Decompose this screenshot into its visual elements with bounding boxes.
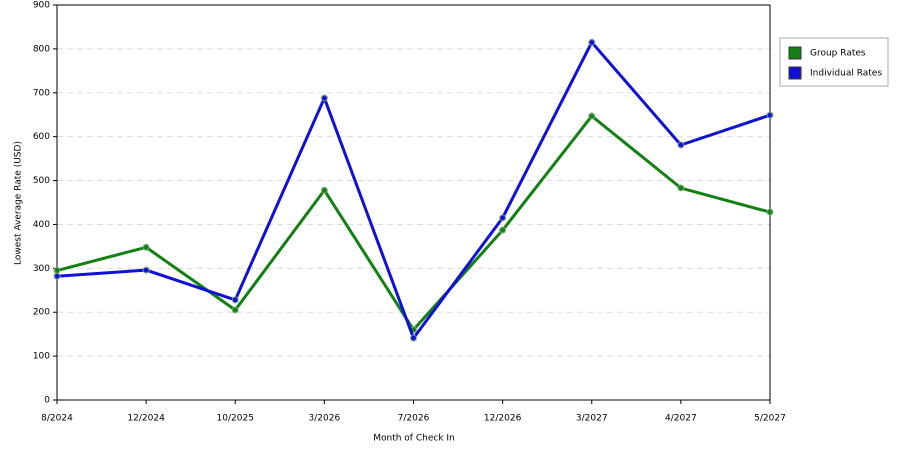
series-line (56, 114, 771, 332)
legend-swatch (788, 46, 802, 60)
x-tick-label: 10/2025 (217, 414, 254, 424)
data-point (499, 214, 507, 222)
legend-label: Individual Rates (810, 69, 882, 79)
x-tick-label: 12/2024 (127, 414, 165, 424)
y-tick-label: 800 (33, 44, 50, 54)
y-tick-label: 300 (33, 264, 50, 274)
data-point (320, 94, 328, 102)
data-point (231, 296, 239, 304)
x-tick-label: 5/2027 (754, 414, 786, 424)
data-point (588, 112, 596, 120)
data-point (231, 306, 239, 314)
data-point (499, 226, 507, 234)
data-point (142, 266, 150, 274)
y-tick-label: 100 (33, 352, 50, 362)
y-tick-label: 400 (33, 220, 50, 230)
x-tick-label: 8/2024 (41, 414, 73, 424)
y-tick-label: 600 (33, 132, 50, 142)
y-tick-label: 500 (33, 176, 50, 186)
data-point (142, 243, 150, 251)
data-point (677, 141, 685, 149)
y-axis-label: Lowest Average Rate (USD) (14, 141, 24, 265)
data-point (766, 208, 774, 216)
x-tick-label: 3/2026 (309, 414, 341, 424)
data-point (53, 272, 61, 280)
x-axis-label: Month of Check In (373, 434, 455, 444)
y-tick-label: 700 (33, 88, 50, 98)
data-point (320, 186, 328, 194)
data-point (677, 184, 685, 192)
x-tick-label: 3/2027 (576, 414, 608, 424)
data-point (53, 267, 61, 275)
x-tick-label: 4/2027 (665, 414, 697, 424)
y-tick-label: 0 (44, 396, 50, 406)
legend-label: Group Rates (810, 49, 866, 59)
data-point (588, 38, 596, 46)
data-point (410, 334, 417, 342)
y-tick-label: 900 (33, 1, 50, 11)
y-tick-label: 200 (33, 308, 50, 318)
x-tick-label: 7/2026 (398, 414, 430, 424)
data-point (766, 111, 774, 119)
x-tick-label: 12/2026 (484, 414, 522, 424)
series-line (56, 40, 771, 340)
legend-swatch (788, 66, 802, 80)
